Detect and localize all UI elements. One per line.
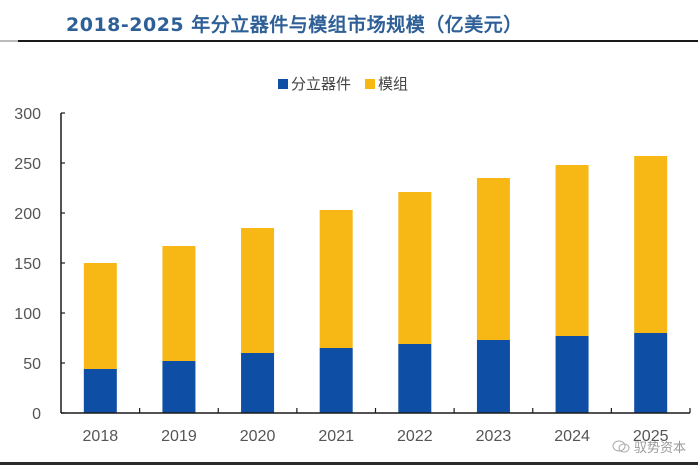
watermark: 驭势资本 <box>612 437 686 456</box>
legend-item-module: 模组 <box>365 73 408 94</box>
x-tick-label-2023: 2023 <box>476 428 512 445</box>
x-tick-label-2022: 2022 <box>397 428 433 445</box>
bar-discrete-2018 <box>83 369 117 413</box>
legend-label-discrete: 分立器件 <box>291 75 352 93</box>
bar-module-2023 <box>476 178 510 340</box>
bar-discrete-2021 <box>319 348 353 413</box>
legend-swatch-discrete <box>278 78 288 89</box>
watermark-text: 驭势资本 <box>634 441 687 456</box>
y-tick-label-100: 100 <box>14 306 41 323</box>
legend-swatch-module <box>365 78 376 89</box>
y-tick-label-200: 200 <box>14 206 41 223</box>
title-divider-faint <box>0 40 18 42</box>
legend: 分立器件 模组 <box>278 73 422 94</box>
bar-module-2020 <box>241 228 275 353</box>
bar-module-2024 <box>555 165 589 336</box>
bar-module-2022 <box>398 192 432 344</box>
bar-module-2019 <box>162 246 196 361</box>
y-tick-label-250: 250 <box>14 156 41 173</box>
bar-discrete-2023 <box>476 340 510 413</box>
bar-discrete-2019 <box>162 361 196 413</box>
y-tick-label-300: 300 <box>14 106 41 123</box>
x-tick-label-2019: 2019 <box>161 428 197 445</box>
legend-item-discrete: 分立器件 <box>278 73 351 94</box>
y-tick-label-0: 0 <box>32 406 41 423</box>
y-tick-label-50: 50 <box>23 356 41 373</box>
axes-group: 2018 2019 2020 2021 2022 2023 2024 2025 0 50 100 15… <box>14 106 691 445</box>
bar-discrete-2022 <box>398 344 432 413</box>
x-tick-label-2020: 2020 <box>240 428 276 445</box>
bar-module-2018 <box>83 263 117 369</box>
legend-label-module: 模组 <box>378 75 409 93</box>
bar-discrete-2025 <box>634 333 668 413</box>
x-tick-label-2021: 2021 <box>318 428 354 445</box>
title-divider <box>18 40 698 42</box>
wechat-icon <box>612 440 630 453</box>
x-tick-label-2018: 2018 <box>83 428 119 445</box>
bottom-divider <box>0 462 698 465</box>
chart-title: 2018-2025 年分立器件与模组市场规模（亿美元） <box>66 14 523 36</box>
bar-discrete-2024 <box>555 336 589 413</box>
bar-module-2025 <box>634 156 668 333</box>
bar-module-2021 <box>319 210 353 348</box>
y-tick-label-150: 150 <box>14 256 41 273</box>
bars-group <box>83 156 668 413</box>
x-tick-label-2025: 2025 <box>633 428 669 445</box>
bar-discrete-2020 <box>241 353 275 413</box>
x-tick-label-2024: 2024 <box>554 428 590 445</box>
